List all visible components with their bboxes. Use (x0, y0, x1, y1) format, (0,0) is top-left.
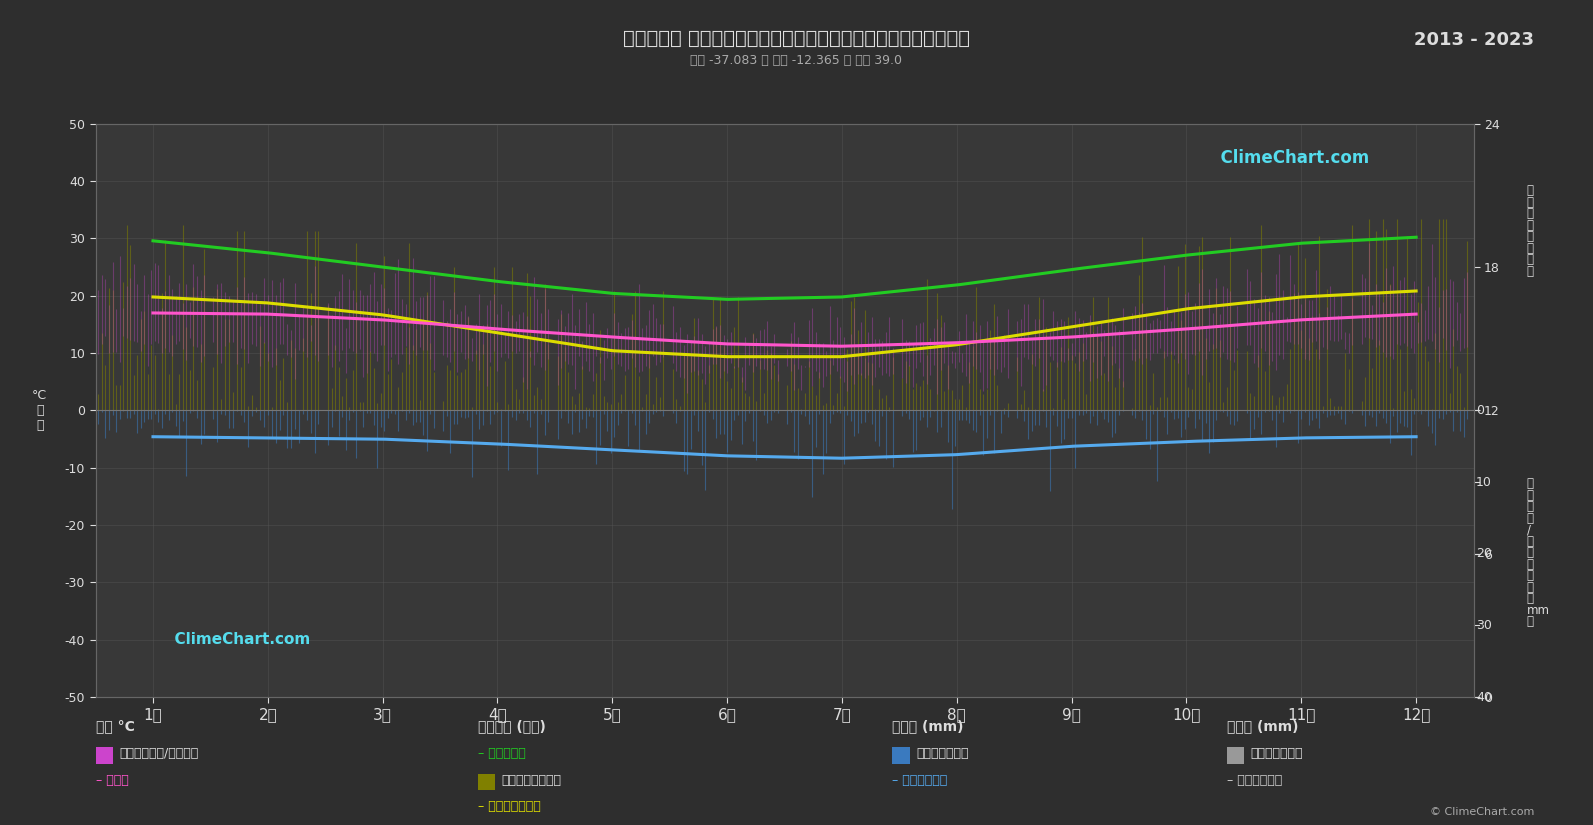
Text: 日ごとの日照時間: 日ごとの日照時間 (502, 774, 562, 787)
Text: 30: 30 (1477, 619, 1491, 632)
Text: – 月平均降雨量: – 月平均降雨量 (892, 774, 948, 787)
Text: – 月平均: – 月平均 (96, 774, 129, 787)
Text: 気温 °C: 気温 °C (96, 719, 134, 733)
Y-axis label: °C
温
度: °C 温 度 (32, 389, 48, 432)
Text: 降雪量 (mm): 降雪量 (mm) (1227, 719, 1298, 733)
Text: 0: 0 (1477, 404, 1485, 417)
Text: © ClimeChart.com: © ClimeChart.com (1429, 807, 1534, 817)
Text: 日
照
時
間
（
時
間
）: 日 照 時 間 （ 時 間 ） (1526, 184, 1534, 278)
Text: 日ごとの降雨量: 日ごとの降雨量 (916, 747, 969, 761)
Text: 20: 20 (1477, 547, 1491, 560)
Text: 日照時間 (時間): 日照時間 (時間) (478, 719, 546, 733)
Text: の気候変動 七つの海のエディンバラ、トリスタン・ダ・クーニャ: の気候変動 七つの海のエディンバラ、トリスタン・ダ・クーニャ (623, 29, 970, 48)
Text: – 月平均日照時間: – 月平均日照時間 (478, 800, 540, 813)
Text: – 日中の時間: – 日中の時間 (478, 747, 526, 761)
Text: – 月平均降雪量: – 月平均降雪量 (1227, 774, 1282, 787)
Text: ClimeChart.com: ClimeChart.com (1209, 149, 1370, 167)
Text: 2013 - 2023: 2013 - 2023 (1415, 31, 1534, 50)
Text: ClimeChart.com: ClimeChart.com (164, 632, 311, 648)
Text: 日ごとの最小/最大範囲: 日ごとの最小/最大範囲 (119, 747, 199, 761)
Text: 10: 10 (1477, 475, 1491, 488)
Text: 降雨量 (mm): 降雨量 (mm) (892, 719, 964, 733)
Text: 最
多
雨
量
/
最
多
降
雨
量
（
mm
）: 最 多 雨 量 / 最 多 降 雨 量 （ mm ） (1526, 477, 1550, 629)
Text: 日ごとの降雪量: 日ごとの降雪量 (1251, 747, 1303, 761)
Text: 緯度 -37.083 ・ 経度 -12.365 ・ 標高 39.0: 緯度 -37.083 ・ 経度 -12.365 ・ 標高 39.0 (690, 54, 903, 67)
Text: 40: 40 (1477, 691, 1491, 704)
